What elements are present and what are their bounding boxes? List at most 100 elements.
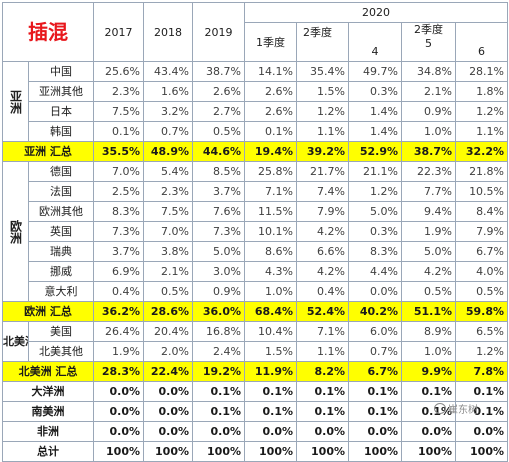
cell: 7.0% bbox=[93, 161, 144, 182]
cell: 1.1% bbox=[296, 121, 349, 142]
cell: 10.4% bbox=[244, 321, 297, 342]
cell: 0.1% bbox=[454, 381, 509, 402]
cell: 38.7% bbox=[192, 61, 245, 82]
row-italy: 意大利 0.4% 0.5% 0.9% 1.0% 0.4% 0.0% 0.5% 0… bbox=[3, 281, 509, 302]
cell: 7.3% bbox=[192, 221, 245, 242]
cell: 22.3% bbox=[401, 161, 456, 182]
row-label: 英国 bbox=[28, 221, 94, 242]
row-label: 大洋洲 bbox=[2, 381, 94, 402]
table-title: 插混 bbox=[2, 2, 94, 62]
cell: 0.1% bbox=[192, 401, 245, 422]
row-asia-total: 亚洲 汇总 35.5% 48.9% 44.6% 19.4% 39.2% 52.9… bbox=[2, 141, 509, 162]
row-label: 南美洲 bbox=[2, 401, 94, 422]
header-q2-right: 2季度 bbox=[414, 23, 443, 37]
cell: 1.2% bbox=[296, 101, 349, 122]
cell: 43.4% bbox=[143, 61, 193, 82]
cell: 1.9% bbox=[93, 341, 144, 362]
cell: 0.9% bbox=[192, 281, 245, 302]
row-label: 北美洲 汇总 bbox=[2, 361, 94, 382]
header-month-6: 6 bbox=[454, 22, 509, 62]
cell: 0.5% bbox=[143, 281, 193, 302]
cell: 2.3% bbox=[93, 81, 144, 102]
row-germany: 欧洲 德国 7.0% 5.4% 8.5% 25.8% 21.7% 21.1% 2… bbox=[2, 161, 509, 302]
cell: 0.0% bbox=[93, 421, 144, 442]
header-2019: 2019 bbox=[192, 2, 245, 62]
cell: 0.0% bbox=[93, 401, 144, 422]
cell: 4.3% bbox=[244, 261, 297, 282]
region-north-america: 北美洲 bbox=[2, 321, 29, 362]
row-africa: 非洲 0.0% 0.0% 0.0% 0.0% 0.0% 0.0% 0.0% 0.… bbox=[2, 421, 509, 442]
cell: 0.0% bbox=[93, 381, 144, 402]
cell: 0.4% bbox=[296, 281, 349, 302]
row-usa: 北美洲 美国 26.4% 20.4% 16.8% 10.4% 7.1% 6.0%… bbox=[2, 321, 509, 362]
cell: 25.8% bbox=[244, 161, 297, 182]
cell: 35.4% bbox=[296, 61, 349, 82]
cell: 5.0% bbox=[401, 241, 456, 262]
cell: 1.2% bbox=[454, 341, 509, 362]
row-south-america: 南美洲 0.0% 0.0% 0.1% 0.1% 0.1% 0.1% 0.1% 0… bbox=[2, 401, 509, 422]
cell: 100% bbox=[244, 441, 297, 462]
cell: 0.1% bbox=[296, 401, 349, 422]
row-china: 亚洲 中国 25.6% 43.4% 38.7% 14.1% 35.4% 49.7… bbox=[2, 61, 509, 142]
cell: 3.2% bbox=[143, 101, 193, 122]
watermark: 崔东树 bbox=[434, 401, 478, 416]
cell: 1.4% bbox=[348, 121, 402, 142]
cell: 19.4% bbox=[244, 141, 297, 162]
row-label: 欧洲 汇总 bbox=[2, 301, 94, 322]
cell: 36.0% bbox=[192, 301, 245, 322]
row-label: 非洲 bbox=[2, 421, 94, 442]
cell: 0.0% bbox=[348, 281, 402, 302]
cell: 8.9% bbox=[401, 321, 456, 342]
cell: 44.6% bbox=[192, 141, 245, 162]
cell: 1.0% bbox=[401, 121, 456, 142]
cell: 1.2% bbox=[454, 101, 509, 122]
cell: 59.8% bbox=[454, 301, 509, 322]
cell: 8.3% bbox=[348, 241, 402, 262]
cell: 1.9% bbox=[401, 221, 456, 242]
cell: 4.2% bbox=[296, 221, 349, 242]
cell: 100% bbox=[401, 441, 456, 462]
cell: 26.4% bbox=[93, 321, 144, 342]
cell: 100% bbox=[192, 441, 245, 462]
cell: 6.0% bbox=[348, 321, 402, 342]
cell: 7.1% bbox=[296, 321, 349, 342]
cell: 35.5% bbox=[93, 141, 144, 162]
row-na-other: 北美其他 1.9% 2.0% 2.4% 1.5% 1.1% 0.7% 1.0% … bbox=[3, 341, 509, 362]
cell: 11.5% bbox=[244, 201, 297, 222]
cell: 8.6% bbox=[244, 241, 297, 262]
cell: 20.4% bbox=[143, 321, 193, 342]
cell: 7.5% bbox=[143, 201, 193, 222]
cell: 3.8% bbox=[143, 241, 193, 262]
cell: 2.6% bbox=[244, 81, 297, 102]
cell: 6.6% bbox=[296, 241, 349, 262]
cell: 28.1% bbox=[454, 61, 509, 82]
cell: 7.4% bbox=[296, 181, 349, 202]
cell: 0.9% bbox=[401, 101, 456, 122]
header-q1: 1季度 bbox=[244, 22, 297, 62]
cell: 7.8% bbox=[454, 361, 509, 382]
cell: 0.3% bbox=[348, 81, 402, 102]
cell: 4.2% bbox=[401, 261, 456, 282]
cell: 2.1% bbox=[401, 81, 456, 102]
cell: 100% bbox=[348, 441, 402, 462]
cell: 0.1% bbox=[244, 121, 297, 142]
region-europe: 欧洲 bbox=[2, 161, 29, 302]
row-label: 韩国 bbox=[28, 121, 94, 142]
cell: 39.2% bbox=[296, 141, 349, 162]
cell: 2.7% bbox=[192, 101, 245, 122]
cell: 21.8% bbox=[454, 161, 509, 182]
cell: 1.5% bbox=[244, 341, 297, 362]
cell: 0.5% bbox=[192, 121, 245, 142]
cell: 1.1% bbox=[454, 121, 509, 142]
header-row-2: 1季度 2季度 4 2季度 5 6 bbox=[3, 22, 509, 62]
cell: 8.2% bbox=[296, 361, 349, 382]
row-sweden: 瑞典 3.7% 3.8% 5.0% 8.6% 6.6% 8.3% 5.0% 6.… bbox=[3, 241, 509, 262]
cell: 8.4% bbox=[454, 201, 509, 222]
cell: 19.2% bbox=[192, 361, 245, 382]
cell: 25.6% bbox=[93, 61, 144, 82]
cell: 0.1% bbox=[348, 401, 402, 422]
cell: 0.0% bbox=[143, 381, 193, 402]
cell: 100% bbox=[143, 441, 193, 462]
cell: 7.6% bbox=[192, 201, 245, 222]
cell: 16.8% bbox=[192, 321, 245, 342]
